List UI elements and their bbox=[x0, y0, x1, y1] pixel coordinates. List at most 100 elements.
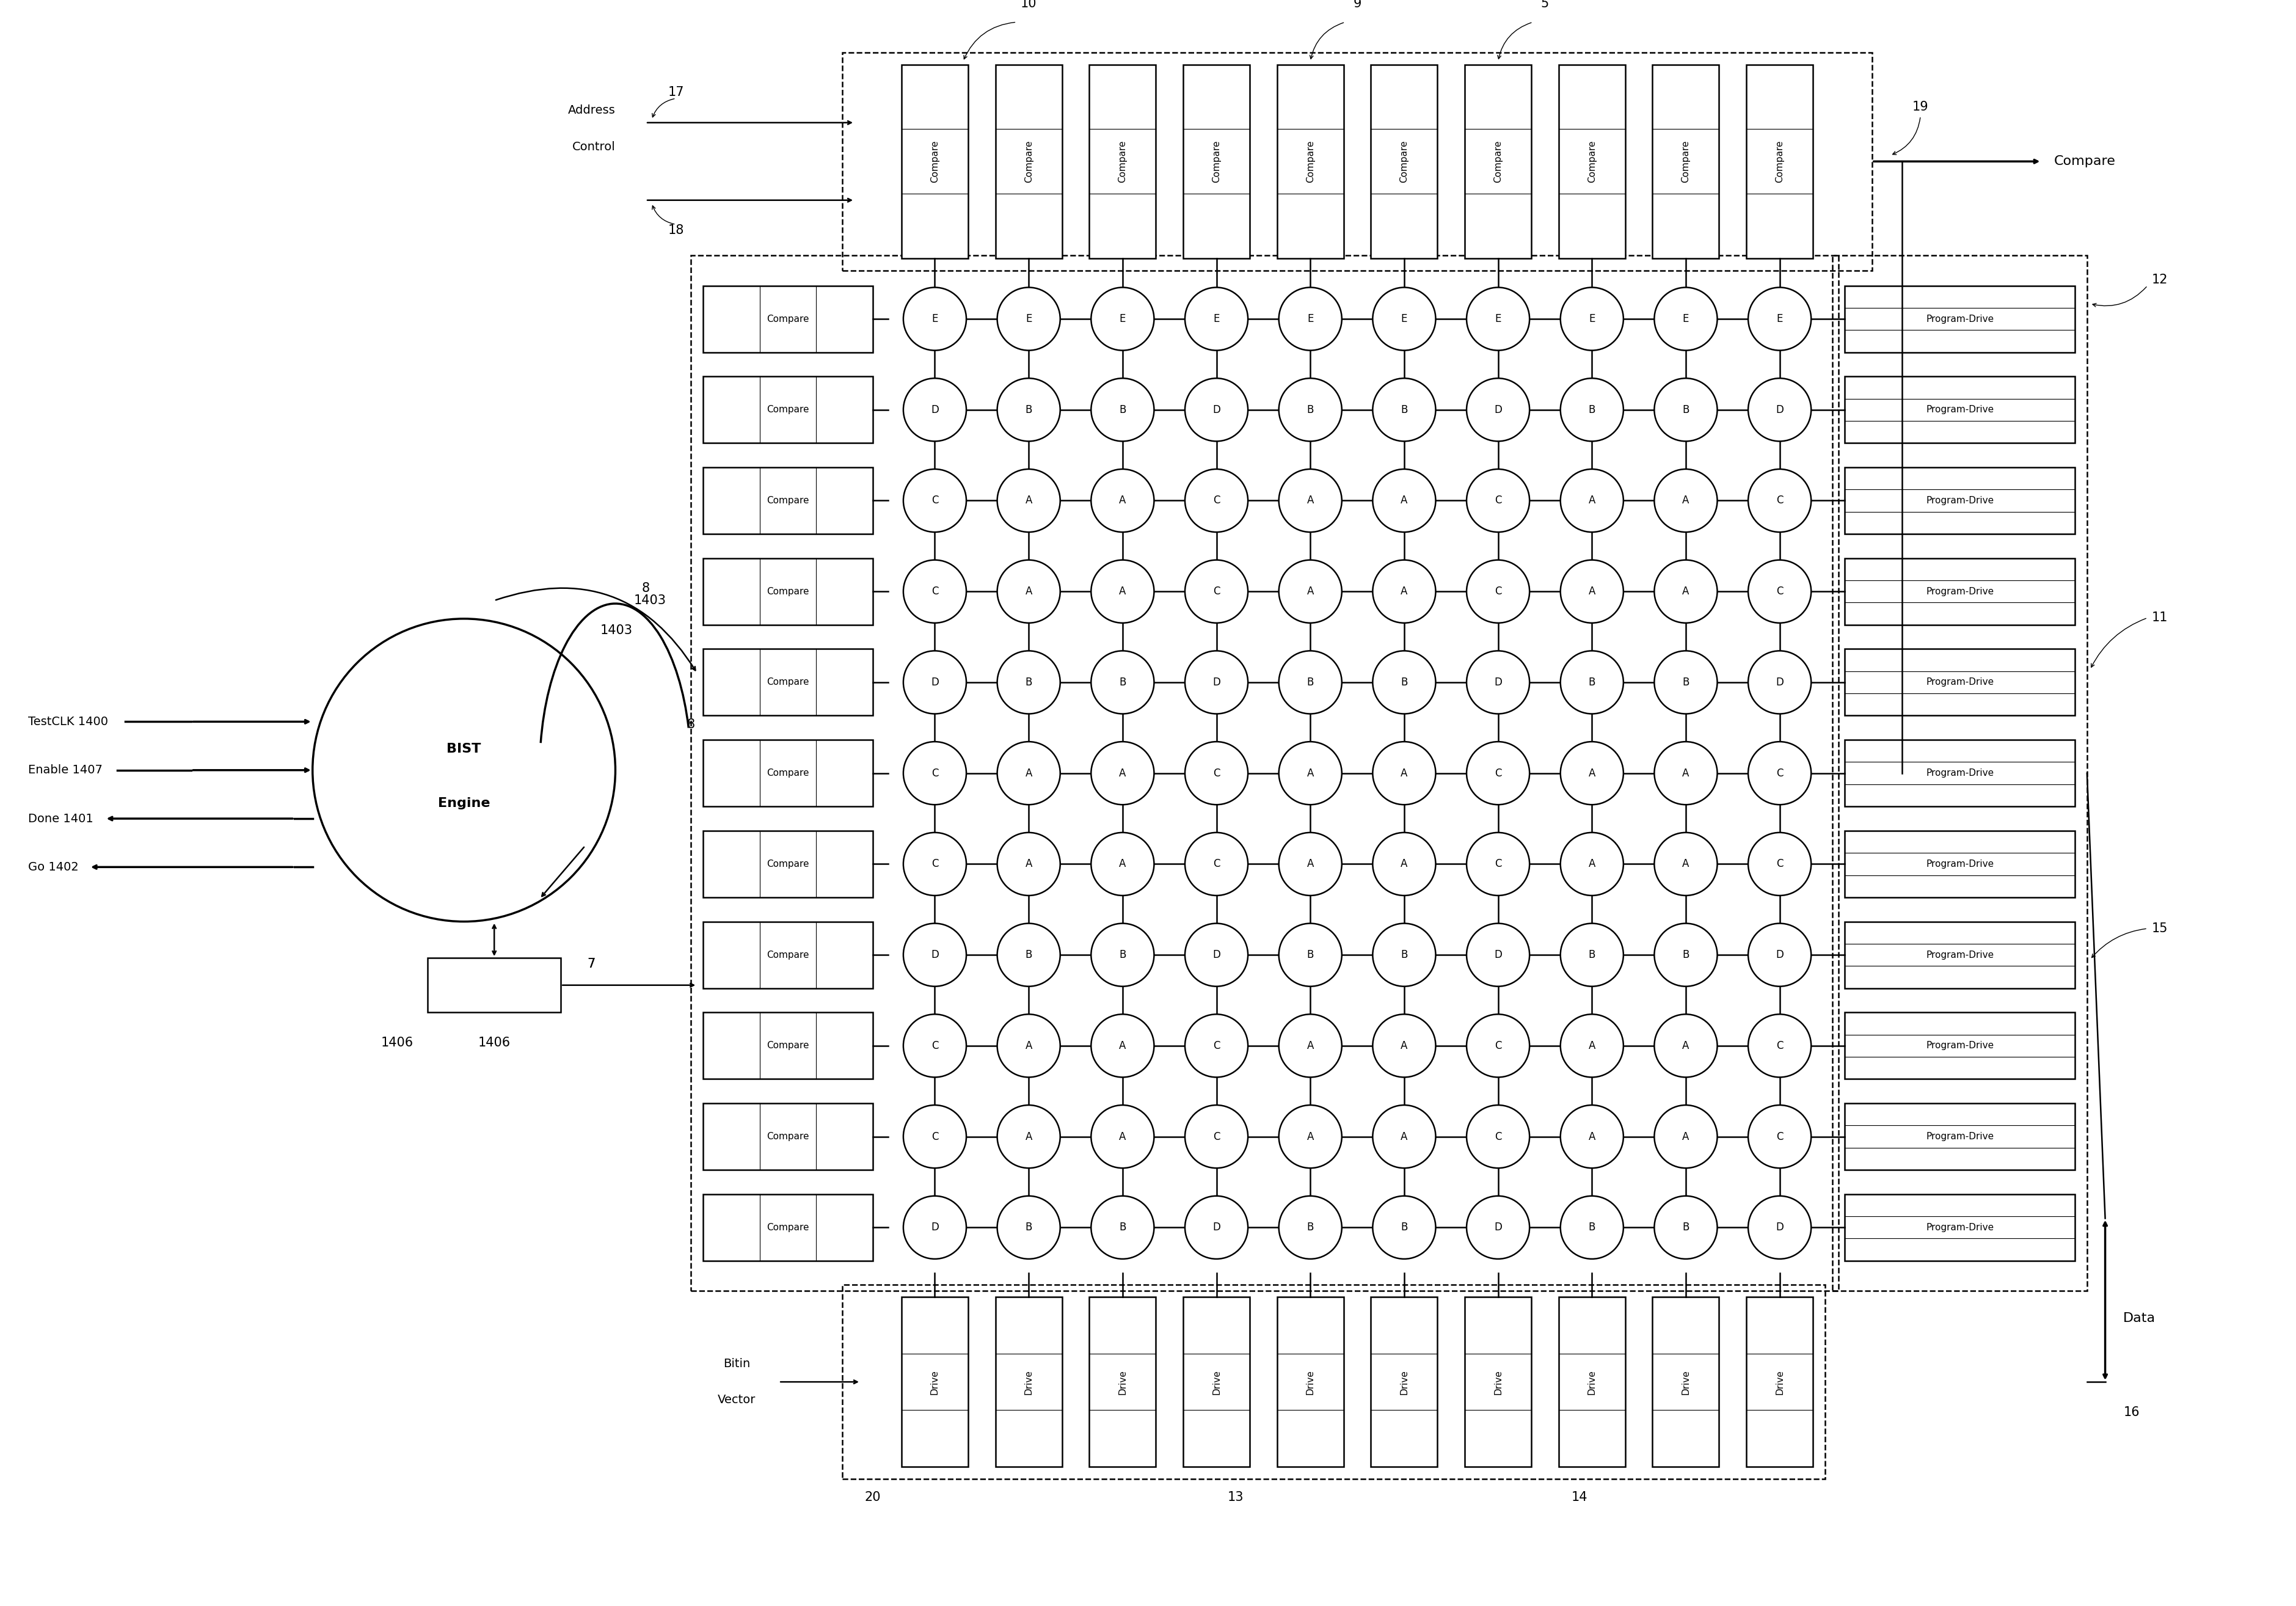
Circle shape bbox=[1185, 1196, 1249, 1259]
Text: A: A bbox=[1401, 586, 1407, 597]
Circle shape bbox=[1655, 1015, 1717, 1078]
Text: Program-Drive: Program-Drive bbox=[1926, 405, 1993, 414]
Circle shape bbox=[1747, 742, 1812, 805]
Circle shape bbox=[1561, 1196, 1623, 1259]
Bar bbox=[996, 1298, 1063, 1466]
Bar bbox=[1747, 64, 1814, 259]
Circle shape bbox=[1279, 742, 1341, 805]
Text: Compare: Compare bbox=[1587, 140, 1596, 183]
Text: Compare: Compare bbox=[767, 1132, 808, 1142]
Text: E: E bbox=[1120, 313, 1125, 324]
Bar bbox=[843, 1285, 1825, 1479]
Circle shape bbox=[1185, 560, 1249, 623]
Text: BIST: BIST bbox=[448, 744, 482, 755]
Circle shape bbox=[1279, 560, 1341, 623]
Text: Compare: Compare bbox=[1775, 140, 1784, 183]
Bar bbox=[703, 376, 872, 443]
Text: B: B bbox=[1026, 676, 1033, 687]
Text: Program-Drive: Program-Drive bbox=[1926, 1222, 1993, 1232]
Text: B: B bbox=[1118, 676, 1125, 687]
Text: D: D bbox=[930, 405, 939, 416]
Circle shape bbox=[1373, 923, 1435, 986]
Text: Done 1401: Done 1401 bbox=[28, 813, 94, 824]
Text: E: E bbox=[1777, 313, 1782, 324]
Text: C: C bbox=[1212, 1041, 1219, 1052]
Bar bbox=[843, 53, 1871, 270]
Text: C: C bbox=[1212, 859, 1219, 869]
Text: A: A bbox=[1118, 768, 1125, 779]
Circle shape bbox=[1655, 742, 1717, 805]
Text: A: A bbox=[1683, 859, 1690, 869]
Text: C: C bbox=[1495, 859, 1502, 869]
Text: E: E bbox=[1026, 313, 1031, 324]
Circle shape bbox=[1279, 650, 1341, 713]
Bar bbox=[703, 286, 872, 352]
Text: D: D bbox=[1212, 949, 1221, 960]
Circle shape bbox=[996, 923, 1061, 986]
Circle shape bbox=[1561, 1015, 1623, 1078]
Text: E: E bbox=[1495, 313, 1502, 324]
Text: Engine: Engine bbox=[439, 797, 489, 809]
Text: 7: 7 bbox=[588, 957, 595, 970]
Text: A: A bbox=[1118, 495, 1125, 506]
Circle shape bbox=[1561, 379, 1623, 442]
Text: Compare: Compare bbox=[767, 405, 808, 414]
Text: C: C bbox=[1495, 768, 1502, 779]
Text: 1406: 1406 bbox=[478, 1036, 510, 1049]
Text: B: B bbox=[1589, 1222, 1596, 1233]
Circle shape bbox=[1091, 469, 1155, 532]
Text: Drive: Drive bbox=[1775, 1370, 1784, 1394]
Text: 18: 18 bbox=[668, 225, 684, 236]
Circle shape bbox=[1747, 1196, 1812, 1259]
Bar bbox=[1832, 255, 2087, 1291]
Circle shape bbox=[1185, 1105, 1249, 1168]
Text: D: D bbox=[1495, 676, 1502, 687]
Text: 8: 8 bbox=[641, 583, 650, 594]
Text: Compare: Compare bbox=[767, 769, 808, 777]
Circle shape bbox=[902, 832, 967, 896]
Text: A: A bbox=[1683, 768, 1690, 779]
Text: 9: 9 bbox=[1352, 0, 1362, 10]
Circle shape bbox=[1185, 923, 1249, 986]
Circle shape bbox=[1091, 287, 1155, 350]
Circle shape bbox=[902, 469, 967, 532]
Text: B: B bbox=[1683, 676, 1690, 687]
Text: Program-Drive: Program-Drive bbox=[1926, 678, 1993, 687]
Text: Compare: Compare bbox=[1024, 140, 1033, 183]
Circle shape bbox=[1561, 923, 1623, 986]
Text: B: B bbox=[1589, 405, 1596, 416]
Text: A: A bbox=[1118, 586, 1125, 597]
Text: E: E bbox=[1401, 313, 1407, 324]
Circle shape bbox=[902, 1015, 967, 1078]
Text: Compare: Compare bbox=[767, 1222, 808, 1232]
Text: C: C bbox=[1212, 495, 1219, 506]
Text: A: A bbox=[1306, 859, 1313, 869]
Circle shape bbox=[1561, 832, 1623, 896]
Text: C: C bbox=[932, 768, 939, 779]
Text: B: B bbox=[1683, 405, 1690, 416]
Circle shape bbox=[1747, 1105, 1812, 1168]
Text: A: A bbox=[1306, 768, 1313, 779]
Bar bbox=[1844, 830, 2076, 898]
Text: 5: 5 bbox=[1541, 0, 1550, 10]
Text: 8: 8 bbox=[687, 718, 696, 731]
Text: D: D bbox=[1212, 1222, 1221, 1233]
Circle shape bbox=[1747, 560, 1812, 623]
Text: B: B bbox=[1589, 949, 1596, 960]
Circle shape bbox=[1373, 650, 1435, 713]
Text: 11: 11 bbox=[2151, 612, 2167, 623]
Text: A: A bbox=[1683, 1041, 1690, 1052]
Text: Go 1402: Go 1402 bbox=[28, 861, 78, 872]
Circle shape bbox=[1655, 1105, 1717, 1168]
Circle shape bbox=[1467, 832, 1529, 896]
Text: Compare: Compare bbox=[767, 1041, 808, 1050]
Circle shape bbox=[1279, 1015, 1341, 1078]
Text: Compare: Compare bbox=[767, 586, 808, 596]
Circle shape bbox=[1279, 923, 1341, 986]
Circle shape bbox=[1655, 379, 1717, 442]
Circle shape bbox=[1747, 287, 1812, 350]
Text: C: C bbox=[1212, 1131, 1219, 1142]
Text: A: A bbox=[1589, 859, 1596, 869]
Circle shape bbox=[1747, 832, 1812, 896]
Text: Compare: Compare bbox=[767, 678, 808, 687]
